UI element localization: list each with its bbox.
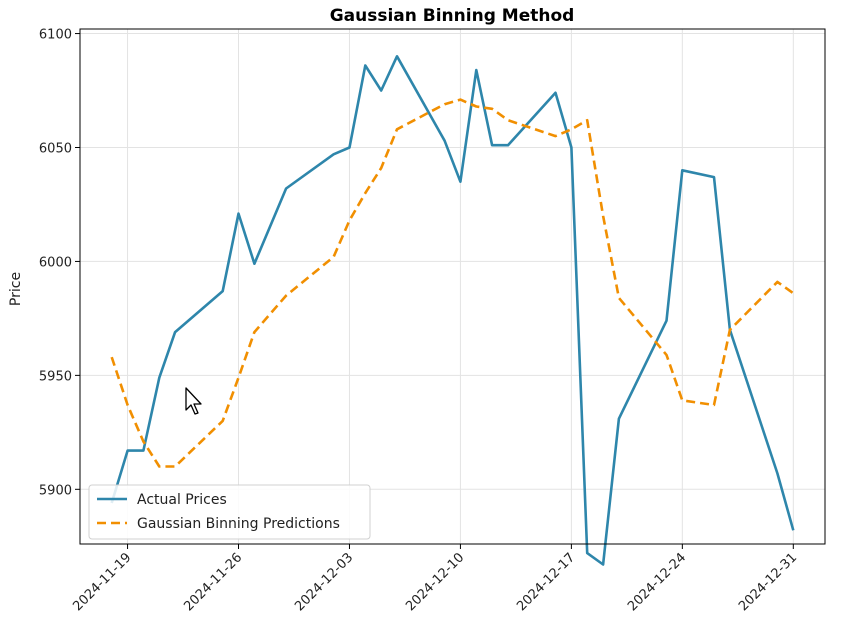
y-tick-label: 6000	[39, 255, 72, 270]
legend-label: Actual Prices	[137, 492, 227, 508]
series-line-actual	[110, 54, 795, 566]
grid	[80, 29, 825, 544]
plot-series	[110, 54, 795, 566]
x-tick-label: 2024-12-31	[736, 550, 800, 614]
x-tick-label: 2024-12-03	[292, 550, 356, 614]
x-tick-label: 2024-11-19	[70, 550, 134, 614]
mouse-pointer-icon	[185, 387, 202, 415]
legend-label: Gaussian Binning Predictions	[137, 516, 340, 532]
x-tick-label: 2024-12-10	[403, 550, 467, 614]
series-line-predicted	[110, 98, 795, 468]
x-tick-label: 2024-11-26	[181, 550, 245, 614]
x-tick-label: 2024-12-17	[514, 550, 578, 614]
legend-box	[88, 484, 371, 540]
y-tick-label: 6100	[39, 28, 72, 43]
legend: Actual Prices Gaussian Binning Prediction…	[88, 484, 371, 540]
y-tick-label: 6050	[39, 141, 72, 156]
chart-title: Gaussian Binning Method	[330, 6, 575, 26]
x-tick-label: 2024-12-24	[625, 550, 689, 614]
y-tick-label: 5900	[39, 483, 72, 498]
plot-frame	[79, 28, 826, 545]
y-axis-label: Price	[8, 272, 24, 306]
y-tick-label: 5950	[39, 369, 72, 384]
